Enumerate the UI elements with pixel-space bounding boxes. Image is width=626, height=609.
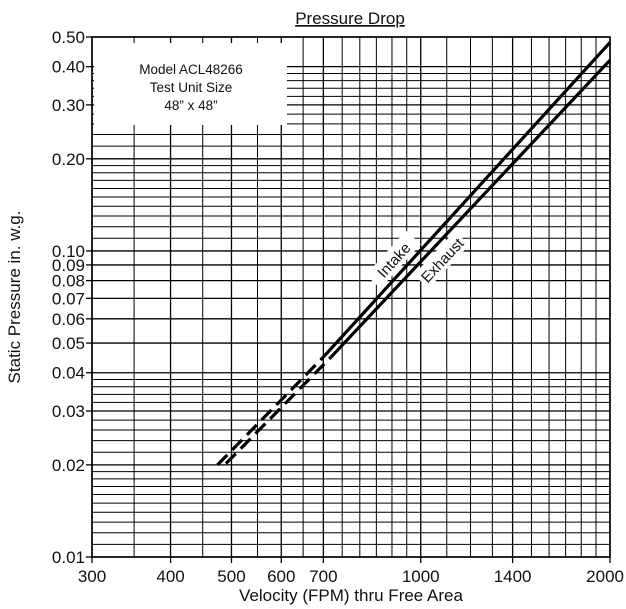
x-tick-label: 700 xyxy=(309,567,337,586)
y-tick-label: 0.07 xyxy=(52,289,85,308)
y-tick-label: 0.09 xyxy=(52,256,85,275)
note-line: Test Unit Size xyxy=(150,80,233,95)
y-tick-label: 0.02 xyxy=(52,456,85,475)
series-dashed-segment xyxy=(216,355,325,466)
y-tick-labels: 0.01 0.02 0.03 0.04 0.05 0.06 0.070.080.090.10… xyxy=(52,28,85,567)
y-tick-label: 0.05 xyxy=(52,334,85,353)
y-tick-label: 0.50 xyxy=(52,28,85,47)
model-note: Model ACL48266 Test Unit Size 48” x 48” xyxy=(139,62,243,113)
note-box-background xyxy=(94,43,287,125)
series-solid-segment xyxy=(322,41,612,359)
x-tick-label: 600 xyxy=(267,567,295,586)
y-tick-label: 0.10 xyxy=(52,242,85,261)
y-tick-label: 0.08 xyxy=(52,272,85,291)
note-line: Model ACL48266 xyxy=(139,62,243,77)
note-line: 48” x 48” xyxy=(164,98,217,113)
y-axis-label: Static Pressure in. w.g. xyxy=(5,211,24,384)
series-label-background xyxy=(365,230,421,289)
chart-title: Pressure Drop xyxy=(295,9,405,28)
x-tick-label: 2000 xyxy=(586,567,624,586)
y-tick-label: 0.30 xyxy=(52,96,85,115)
y-tick-label: 0.20 xyxy=(52,150,85,169)
x-axis-label: Velocity (FPM) thru Free Area xyxy=(239,586,463,605)
y-tick-label: 0.01 xyxy=(52,548,85,567)
series-dashed-segment xyxy=(224,355,333,465)
y-tick-label: 0.04 xyxy=(52,364,85,383)
x-tick-labels: 300 400 500 600 700 1000 1400 2000 xyxy=(78,567,624,586)
x-tick-label: 500 xyxy=(217,567,245,586)
series-solid-segment xyxy=(329,59,612,359)
series-label: Exhaust xyxy=(418,235,468,287)
x-tick-label: 1400 xyxy=(494,567,532,586)
y-tick-label: 0.40 xyxy=(52,58,85,77)
x-tick-label: 1000 xyxy=(402,567,440,586)
x-tick-label: 400 xyxy=(156,567,184,586)
y-tick-label: 0.06 xyxy=(52,310,85,329)
y-tick-label: 0.03 xyxy=(52,402,85,421)
plot-frame xyxy=(91,36,611,558)
chart-grid xyxy=(86,36,611,563)
x-tick-label: 300 xyxy=(78,567,106,586)
series-label-background xyxy=(413,231,470,289)
